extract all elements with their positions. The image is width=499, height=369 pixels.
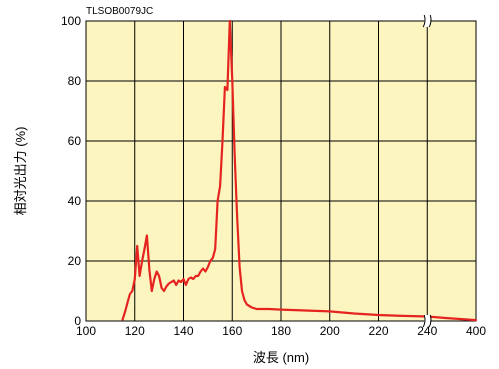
plot-frame <box>85 20 477 322</box>
x-tick-label: 120 <box>125 324 145 338</box>
x-tick-label: 180 <box>271 324 291 338</box>
figure-code: TLSOB0079JC <box>86 6 153 17</box>
y-tick-label: 20 <box>68 254 82 268</box>
y-tick-label: 0 <box>74 314 81 328</box>
y-tick-labels: 0 20 40 60 80 100 <box>61 14 81 328</box>
x-tick-label: 220 <box>368 324 388 338</box>
series-line <box>121 19 478 322</box>
y-tick-label: 40 <box>68 194 82 208</box>
x-tick-label: 140 <box>173 324 193 338</box>
x-tick-label: 240 <box>417 324 437 338</box>
x-tick-label: 200 <box>320 324 340 338</box>
x-tick-label: 400 <box>466 324 486 338</box>
x-axis-label: 波長 (nm) <box>253 350 309 365</box>
x-tick-label: 100 <box>76 324 96 338</box>
x-tick-labels: 100 120 140 160 180 200 220 240 400 <box>76 324 486 338</box>
y-tick-label: 100 <box>61 14 81 28</box>
series-layer <box>121 19 478 322</box>
axis-break-mark <box>422 14 432 28</box>
y-tick-label: 80 <box>68 74 82 88</box>
y-tick-label: 60 <box>68 134 82 148</box>
axis-break-marks <box>422 14 432 328</box>
axis-break-mark <box>422 314 432 328</box>
y-axis-label: 相対光出力 (%) <box>13 127 28 216</box>
x-tick-label: 160 <box>222 324 242 338</box>
